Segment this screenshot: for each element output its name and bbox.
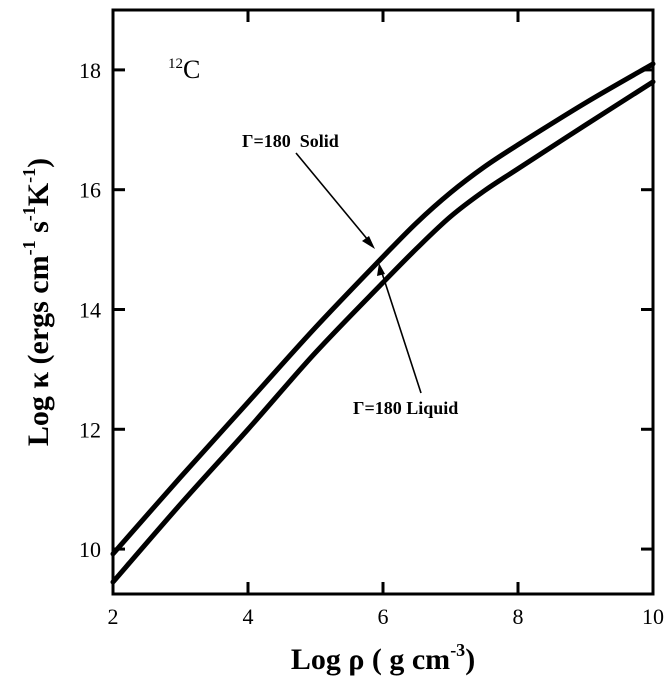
annotation-solid: Γ=180 Solid [242, 131, 339, 151]
x-axis-title-sup: -3 [450, 640, 465, 660]
x-tick-label-4: 10 [642, 604, 664, 629]
arrow-solid-head [362, 236, 375, 249]
isotope-mass: 12 [168, 56, 183, 72]
x-tick-label-1: 4 [243, 604, 254, 629]
y-axis-title-mid: s [22, 221, 55, 240]
x-tick-label-0: 2 [108, 604, 119, 629]
isotope-element: C [183, 55, 200, 84]
y-tick-label-3: 16 [79, 178, 101, 203]
x-tick-label-2: 6 [378, 604, 389, 629]
annotation-liquid: Γ=180 Liquid [353, 398, 458, 418]
y-tick-label-1: 12 [79, 417, 101, 442]
arrow-solid [295, 152, 369, 241]
y-tick-label-4: 18 [79, 58, 101, 83]
y-tick-label-0: 10 [79, 537, 101, 562]
series-line-liquid [110, 79, 656, 585]
x-axis-title-end: ) [465, 643, 475, 676]
x-axis-title: Log ρ ( g cm-3) [291, 640, 475, 676]
y-axis-title-end: ) [22, 158, 55, 168]
y-axis-title-k: K [22, 182, 55, 206]
y-axis-title-sup2: -1 [19, 206, 39, 221]
arrow-liquid [381, 272, 422, 394]
x-axis-title-main: Log ρ ( g cm [291, 643, 450, 676]
y-tick-label-2: 14 [79, 297, 101, 322]
y-axis-title-prefix: Log κ (ergs cm [22, 255, 55, 446]
series-line-solid [110, 61, 656, 557]
arrow-liquid-head [377, 263, 385, 276]
y-axis-title: Log κ (ergs cm-1 s-1K-1) [19, 158, 55, 446]
plot-frame [111, 8, 655, 596]
isotope-label: 12C [168, 55, 200, 84]
y-axis-title-sup1: -1 [19, 240, 39, 255]
x-tick-label-3: 8 [513, 604, 524, 629]
y-axis-title-sup3: -1 [19, 168, 39, 183]
